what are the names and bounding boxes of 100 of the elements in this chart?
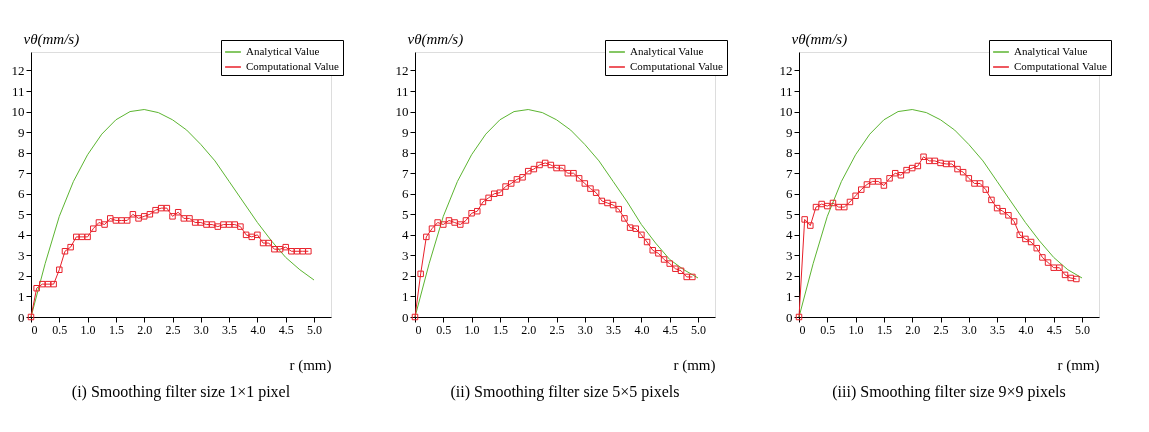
y-tick-label: 10 [779, 104, 793, 120]
point [689, 273, 696, 281]
point [908, 164, 916, 172]
point [299, 248, 306, 255]
text: (i) Smoothing filter size 1×1 pixel [71, 383, 291, 401]
y-tick-label: 7 [786, 165, 793, 181]
point [655, 250, 662, 257]
point [801, 216, 808, 223]
y-tick-label: 2 [786, 268, 793, 284]
point [485, 194, 492, 202]
point [434, 219, 441, 226]
x-tick-label: 4.0 [1018, 322, 1034, 337]
legend-label: Computational Value [630, 60, 724, 72]
point [107, 215, 114, 222]
x-tick-label: 2.0 [521, 322, 537, 337]
y-tick-label: 0 [18, 309, 25, 325]
point [135, 215, 142, 222]
y-tick-label: 12 [395, 62, 409, 78]
point [56, 266, 63, 273]
point [78, 233, 86, 241]
point [976, 180, 984, 187]
point [112, 217, 120, 224]
point [101, 221, 108, 228]
point [214, 223, 222, 230]
point [982, 186, 990, 193]
y-tick-label: 1 [402, 288, 409, 304]
point [587, 185, 594, 192]
point [812, 203, 820, 211]
x-tick-label: 3.0 [577, 322, 593, 337]
point [50, 280, 57, 288]
y-tick-label: 9 [402, 124, 409, 140]
x-tick-label: 3.5 [990, 322, 1006, 337]
point [807, 222, 814, 229]
x-tick-label: 2.5 [933, 322, 949, 337]
point [903, 166, 910, 174]
point [914, 162, 922, 170]
x-tick-label: 3.0 [961, 322, 977, 337]
point [553, 164, 560, 172]
point [530, 165, 538, 173]
point [818, 200, 825, 208]
point [519, 174, 526, 181]
y-tick-label: 8 [786, 145, 793, 161]
point [852, 192, 859, 200]
point [225, 221, 233, 228]
x-tick-label: 1.0 [464, 322, 480, 337]
point [846, 198, 854, 206]
point [558, 164, 566, 172]
point [491, 190, 498, 197]
x-tick-label: 1.5 [876, 322, 892, 337]
point [276, 245, 284, 253]
point [474, 207, 481, 215]
x-tick-label: 5.0 [1075, 322, 1091, 337]
point [423, 233, 430, 241]
point [186, 215, 193, 222]
y-axis-title: vθ(mm/s) [791, 30, 848, 48]
text: (ii) Smoothing filter size 5×5 pixels [450, 383, 680, 401]
x-tick-label: 3.0 [193, 322, 209, 337]
point [254, 231, 261, 239]
point [507, 180, 515, 187]
point [999, 207, 1007, 215]
point [638, 231, 645, 239]
x-tick-label: 1.5 [492, 322, 508, 337]
y-tick-label: 7 [18, 165, 25, 181]
point [621, 215, 628, 222]
y-tick-label: 3 [786, 247, 793, 263]
point [570, 169, 577, 177]
y-tick-label: 12 [779, 62, 793, 78]
y-tick-label: 3 [18, 247, 25, 263]
x-axis-title: r (mm) [1057, 356, 1100, 374]
point [931, 157, 939, 165]
point [1016, 231, 1023, 239]
x-tick-label: 1.0 [80, 322, 96, 337]
x-tick-label: 2.0 [905, 322, 921, 337]
y-tick-label: 6 [402, 186, 409, 202]
point [1033, 244, 1040, 252]
point [875, 178, 882, 185]
y-tick-label: 2 [402, 268, 409, 284]
x-tick-label: 1.5 [108, 322, 124, 337]
point [604, 199, 611, 207]
point [1073, 275, 1080, 283]
point [502, 183, 509, 190]
point [954, 165, 961, 173]
x-tick-label: 0.5 [820, 322, 836, 337]
point [163, 204, 171, 212]
point [259, 239, 267, 247]
point [841, 203, 848, 211]
point [208, 221, 216, 228]
y-tick-label: 4 [786, 227, 793, 243]
y-tick-label: 0 [402, 309, 409, 325]
y-tick-label: 1 [786, 288, 793, 304]
point [174, 208, 182, 216]
y-tick-label: 7 [402, 165, 409, 181]
x-tick-label: 4.5 [278, 322, 294, 337]
y-tick-label: 5 [402, 206, 409, 222]
point [891, 169, 899, 177]
x-tick-label: 2.0 [137, 322, 153, 337]
point [1022, 235, 1029, 243]
y-tick-label: 5 [18, 206, 25, 222]
point [90, 225, 97, 232]
point [598, 197, 606, 205]
